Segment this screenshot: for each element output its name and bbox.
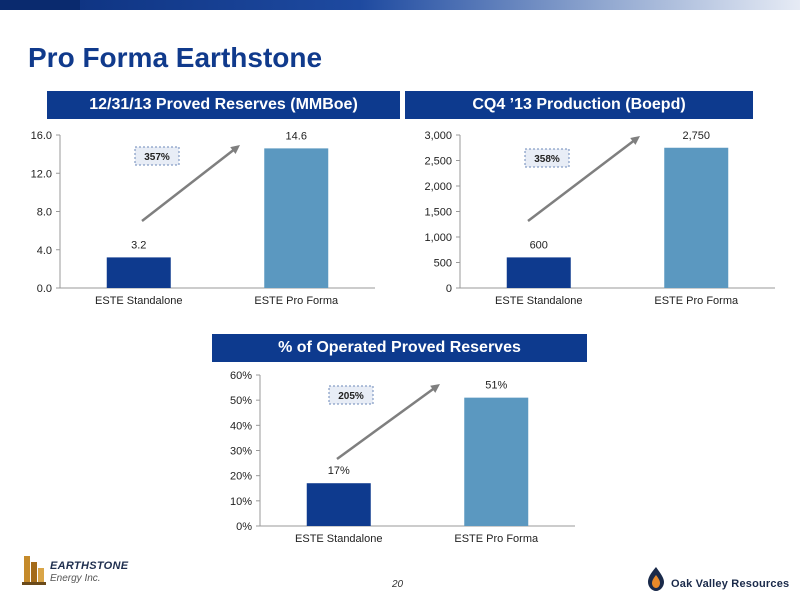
operated-chart-svg: 0% 10% 20% 30% 40% 50% 60% 17% ESTE Standalone 51… [230, 370, 575, 545]
y-tick-label: 1,500 [424, 207, 452, 219]
data-label: 51% [485, 380, 507, 392]
y-tick-label: 0.0 [37, 283, 52, 295]
bar-0 [506, 257, 571, 288]
growth-box [134, 146, 180, 166]
growth-arrow-head [630, 136, 640, 145]
y-tick-label: 2,000 [424, 181, 452, 193]
growth-percent: 358% [534, 154, 560, 165]
y-tick-label: 10% [230, 496, 252, 508]
bar-1 [664, 147, 729, 288]
y-tick-label: 3,000 [424, 130, 452, 142]
earthstone-mark-icon [22, 556, 46, 585]
reserves-chart: 0.0 4.0 8.0 12.0 16.0 3.2 ESTE Standalone 14.6 E… [0, 120, 400, 320]
y-tick-label: 4.0 [37, 245, 52, 257]
x-tick-label: ESTE Pro Forma [454, 533, 539, 545]
y-tick-label: 50% [230, 395, 252, 407]
data-label: 600 [530, 239, 548, 251]
x-tick-label: ESTE Standalone [495, 295, 582, 307]
earthstone-logo-sub: Energy Inc. [50, 573, 101, 584]
oak-valley-logo: Oak Valley Resources [645, 566, 795, 594]
y-tick-label: 2,500 [424, 156, 452, 168]
y-tick-label: 60% [230, 370, 252, 382]
growth-arrow-head [230, 145, 240, 154]
y-tick-label: 8.0 [37, 207, 52, 219]
y-tick-label: 1,000 [424, 232, 452, 244]
x-tick-label: ESTE Pro Forma [254, 295, 339, 307]
operated-chart: 0% 10% 20% 30% 40% 50% 60% 17% ESTE Standalone 51… [200, 362, 600, 552]
y-tick-label: 0 [446, 283, 452, 295]
bar-0 [106, 257, 171, 288]
flame-icon [648, 567, 664, 591]
growth-box [524, 148, 570, 168]
data-label: 2,750 [682, 130, 710, 142]
reserves-chart-svg: 0.0 4.0 8.0 12.0 16.0 3.2 ESTE Standalone 14.6 E… [31, 130, 375, 307]
production-chart: 0 500 1,000 1,500 2,000 2,500 3,000 600 ESTE Sta… [400, 120, 800, 320]
x-tick-label: ESTE Pro Forma [654, 295, 739, 307]
y-tick-label: 500 [434, 258, 452, 270]
y-tick-label: 12.0 [31, 168, 52, 180]
bar-0 [306, 483, 371, 526]
growth-percent: 205% [338, 391, 364, 402]
production-header: CQ4 ’13 Production (Boepd) [405, 91, 753, 119]
growth-arrow-line [527, 139, 635, 222]
top-banner-accent [0, 0, 80, 10]
y-tick-label: 16.0 [31, 130, 52, 142]
x-tick-label: ESTE Standalone [295, 533, 382, 545]
production-chart-svg: 0 500 1,000 1,500 2,000 2,500 3,000 600 ESTE Sta… [424, 130, 775, 307]
bar-1 [264, 148, 329, 288]
page-number: 20 [392, 579, 404, 590]
growth-arrow-line [336, 387, 435, 461]
data-label: 14.6 [286, 130, 307, 142]
y-tick-label: 40% [230, 420, 252, 432]
page-title: Pro Forma Earthstone [28, 42, 323, 73]
x-tick-label: ESTE Standalone [95, 295, 182, 307]
operated-header: % of Operated Proved Reserves [212, 334, 587, 362]
data-label: 3.2 [131, 239, 146, 251]
growth-percent: 357% [144, 152, 170, 163]
oak-valley-logo-name: Oak Valley Resources [671, 578, 790, 590]
top-banner [0, 0, 800, 10]
bar-1 [464, 397, 529, 526]
growth-box [328, 385, 374, 405]
data-label: 17% [328, 465, 350, 477]
growth-arrow-line [141, 148, 235, 222]
growth-arrow-head [430, 384, 440, 393]
reserves-header: 12/31/13 Proved Reserves (MMBoe) [47, 91, 400, 119]
y-tick-label: 30% [230, 446, 252, 458]
y-tick-label: 0% [236, 521, 252, 533]
earthstone-logo-name: EARTHSTONE [50, 560, 129, 572]
earthstone-logo: EARTHSTONE Energy Inc. [22, 552, 132, 592]
y-tick-label: 20% [230, 471, 252, 483]
